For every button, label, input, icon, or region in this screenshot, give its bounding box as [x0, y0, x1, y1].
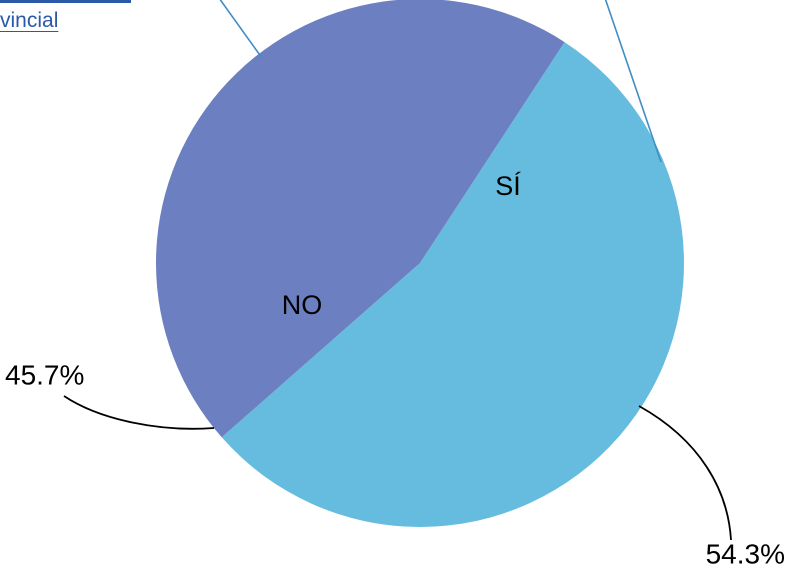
value-label-no: 45.7%	[5, 359, 84, 390]
slice-si	[221, 42, 684, 527]
label-no: NO	[282, 290, 323, 320]
pie-slices	[155, 0, 684, 527]
label-si: SÍ	[495, 171, 521, 201]
top-rule	[0, 0, 131, 3]
leader-line-si	[638, 405, 732, 541]
leader-line-top-right	[604, 0, 662, 163]
leader-lines	[63, 0, 732, 541]
value-label-si: 54.3%	[706, 538, 785, 569]
header-link[interactable]: vincial	[0, 9, 59, 32]
slice-labels: SÍ NO 54.3% 45.7%	[5, 171, 785, 569]
leader-line-no	[63, 395, 215, 430]
slice-no	[155, 0, 565, 438]
leader-line-top-left	[219, 0, 263, 59]
